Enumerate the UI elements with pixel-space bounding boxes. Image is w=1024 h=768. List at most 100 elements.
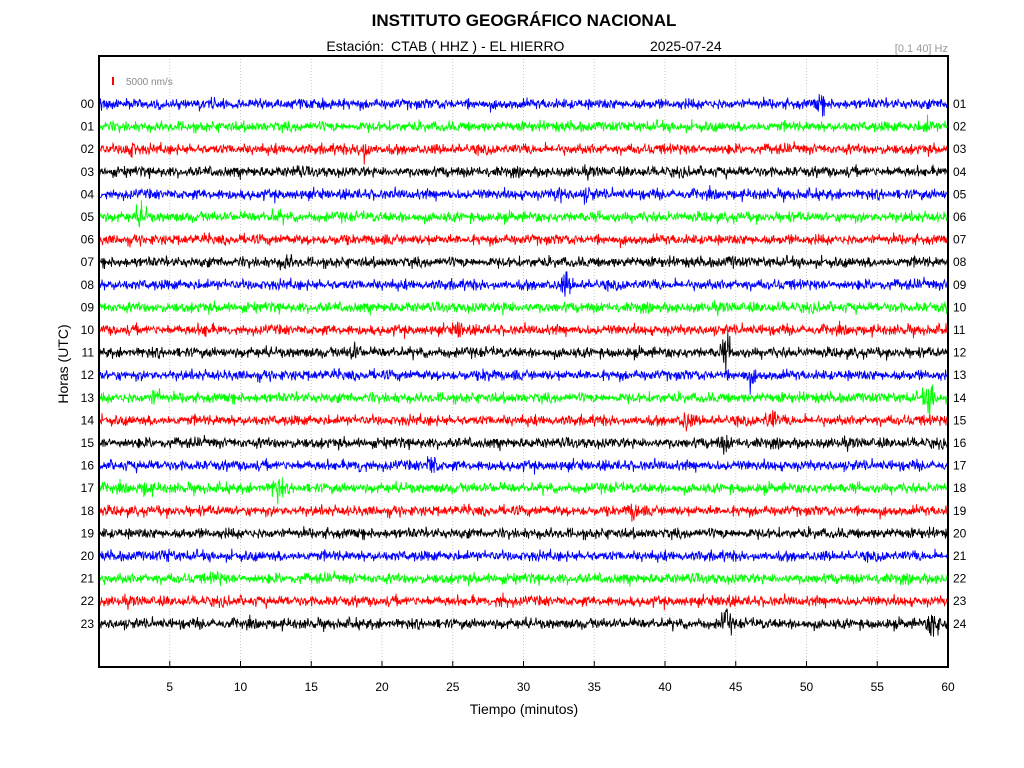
hour-label-left: 10: [81, 323, 95, 337]
hour-label-right: 13: [953, 368, 967, 382]
hour-label-left: 00: [81, 97, 95, 111]
y-axis-label: Horas (UTC): [55, 324, 71, 403]
chart-date: 2025-07-24: [650, 38, 722, 54]
hour-label-right: 21: [953, 549, 967, 563]
trace-hour-05: [98, 200, 949, 229]
hour-label-right: 24: [953, 617, 967, 631]
seismic-traces: [98, 94, 949, 637]
hour-label-right: 19: [953, 504, 967, 518]
right-hour-labels: 01 02 03 04 05 06 07 08 09 10 11 12 13 14 15 16 17 18 19 20…: [953, 97, 967, 631]
x-tick-label: 10: [234, 680, 248, 694]
hour-label-left: 21: [81, 572, 95, 586]
trace-hour-14: [98, 409, 949, 432]
hour-label-right: 07: [953, 233, 967, 247]
hour-label-right: 16: [953, 436, 967, 450]
hour-label-left: 19: [81, 526, 95, 540]
trace-hour-09: [98, 299, 949, 317]
left-hour-labels: 00 01 02 03 04 05 06 07 08 09 10 11 12 13 14 15 16 17 18 19…: [81, 97, 95, 631]
trace-hour-16: [98, 456, 949, 475]
hour-label-left: 09: [81, 300, 95, 314]
hour-label-right: 11: [953, 323, 966, 337]
hour-label-left: 16: [81, 459, 95, 473]
hour-label-left: 12: [81, 368, 95, 382]
x-tick-label: 30: [517, 680, 531, 694]
trace-hour-10: [98, 320, 949, 340]
scale-bar: 5000 nm/s: [112, 77, 173, 88]
hour-label-right: 23: [953, 594, 967, 608]
hour-label-left: 07: [81, 255, 95, 269]
hour-label-left: 05: [81, 210, 95, 224]
hour-label-right: 14: [953, 391, 967, 405]
hour-label-right: 18: [953, 481, 967, 495]
trace-hour-12: [98, 367, 949, 395]
hour-label-left: 02: [81, 142, 95, 156]
hour-label-left: 14: [81, 413, 95, 427]
hour-label-right: 17: [953, 459, 967, 473]
x-tick-label: 5: [166, 680, 173, 694]
x-tick-label: 15: [305, 680, 319, 694]
x-tick-label: 20: [375, 680, 389, 694]
hour-label-left: 04: [81, 187, 95, 201]
plot-area: [98, 55, 949, 668]
trace-hour-21: [98, 570, 949, 587]
hour-label-left: 11: [82, 346, 95, 360]
trace-hour-06: [98, 231, 949, 249]
hour-label-right: 15: [953, 413, 967, 427]
plot-background: [99, 56, 948, 667]
scale-marker: [112, 77, 114, 85]
hour-label-right: 08: [953, 255, 967, 269]
trace-hour-03: [98, 164, 949, 181]
trace-hour-22: [98, 592, 949, 611]
hour-label-right: 06: [953, 210, 967, 224]
x-tick-label: 35: [588, 680, 602, 694]
trace-hour-13: [98, 384, 949, 425]
x-axis-label: Tiempo (minutos): [470, 701, 578, 717]
hour-label-right: 04: [953, 165, 967, 179]
trace-hour-00: [98, 94, 949, 117]
x-tick-label: 40: [658, 680, 672, 694]
trace-hour-20: [98, 548, 949, 563]
hour-label-left: 18: [81, 504, 95, 518]
x-tick-label: 55: [871, 680, 885, 694]
hour-label-left: 08: [81, 278, 95, 292]
hour-label-left: 20: [81, 549, 95, 563]
trace-hour-04: [98, 185, 949, 205]
hour-label-right: 02: [953, 120, 967, 134]
hour-label-left: 03: [81, 165, 95, 179]
trace-hour-11: [98, 333, 949, 373]
trace-hour-02: [98, 141, 949, 165]
hour-label-left: 15: [81, 436, 95, 450]
hour-label-right: 09: [953, 278, 967, 292]
station-name: CTAB ( HHZ ) - EL HIERRO: [391, 38, 565, 54]
hour-label-left: 22: [81, 594, 95, 608]
x-tick-label: 45: [729, 680, 743, 694]
hour-label-right: 03: [953, 142, 967, 156]
hour-label-left: 17: [81, 481, 95, 495]
trace-hour-19: [98, 526, 949, 541]
trace-hour-08: [98, 271, 949, 297]
chart-title: INSTITUTO GEOGRÁFICO NACIONAL: [372, 11, 677, 30]
hour-label-left: 01: [81, 120, 95, 134]
x-axis-ticks: 5 10 15 20 25 30 35 40 45 50 55 60: [166, 661, 955, 694]
x-tick-label: 60: [941, 680, 955, 694]
hour-label-right: 12: [953, 346, 967, 360]
trace-hour-15: [98, 434, 949, 455]
hour-label-left: 23: [81, 617, 95, 631]
trace-hour-23: [98, 608, 949, 637]
hour-label-left: 13: [81, 391, 95, 405]
hour-label-left: 06: [81, 233, 95, 247]
scale-label: 5000 nm/s: [126, 77, 173, 88]
trace-hour-01: [98, 114, 949, 134]
trace-hour-18: [98, 503, 949, 522]
trace-hour-07: [98, 254, 949, 271]
hour-label-right: 22: [953, 572, 967, 586]
x-tick-label: 25: [446, 680, 460, 694]
hour-label-right: 01: [953, 97, 967, 111]
hour-label-right: 20: [953, 526, 967, 540]
filter-band: [0.1 40] Hz: [895, 43, 948, 55]
trace-hour-17: [98, 477, 949, 505]
hour-label-right: 05: [953, 187, 967, 201]
hour-label-right: 10: [953, 300, 967, 314]
x-tick-label: 50: [800, 680, 814, 694]
